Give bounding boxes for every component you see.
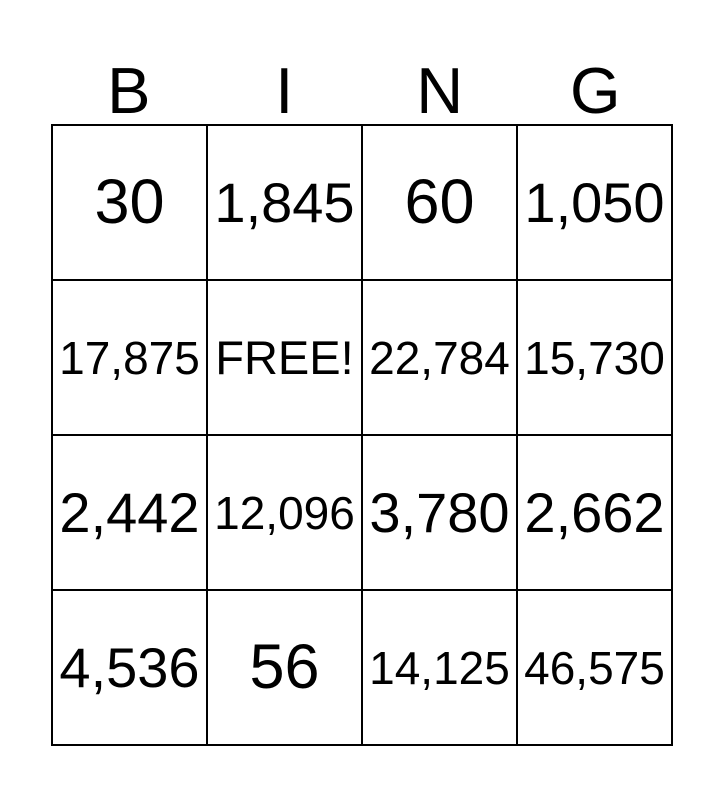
bingo-cell[interactable]: 2,442: [52, 435, 207, 590]
bingo-cell[interactable]: 4,536: [52, 590, 207, 745]
bingo-letter-g: G: [569, 54, 621, 127]
bingo-header: B I N G: [51, 0, 673, 124]
bingo-cell[interactable]: 60: [362, 125, 517, 280]
bingo-cell[interactable]: 3,780: [362, 435, 517, 590]
bingo-letter-n: N: [416, 54, 464, 127]
bingo-letter-b: B: [107, 54, 151, 127]
bingo-cell[interactable]: 22,784: [362, 280, 517, 435]
bingo-letter-i: I: [275, 54, 294, 127]
bingo-cell[interactable]: 15,730: [517, 280, 672, 435]
bingo-cell[interactable]: 14,125: [362, 590, 517, 745]
bingo-cell[interactable]: 1,050: [517, 125, 672, 280]
bingo-cell-free[interactable]: FREE!: [207, 280, 362, 435]
bingo-cell[interactable]: 46,575: [517, 590, 672, 745]
bingo-cell[interactable]: 1,845: [207, 125, 362, 280]
bingo-grid: 30 1,845 60 1,050 17,875 FREE! 22,784 15,730 2,4…: [51, 124, 673, 746]
bingo-cell[interactable]: 30: [52, 125, 207, 280]
bingo-cell[interactable]: 2,662: [517, 435, 672, 590]
bingo-cell[interactable]: 56: [207, 590, 362, 745]
bingo-cell[interactable]: 12,096: [207, 435, 362, 590]
bingo-cell[interactable]: 17,875: [52, 280, 207, 435]
